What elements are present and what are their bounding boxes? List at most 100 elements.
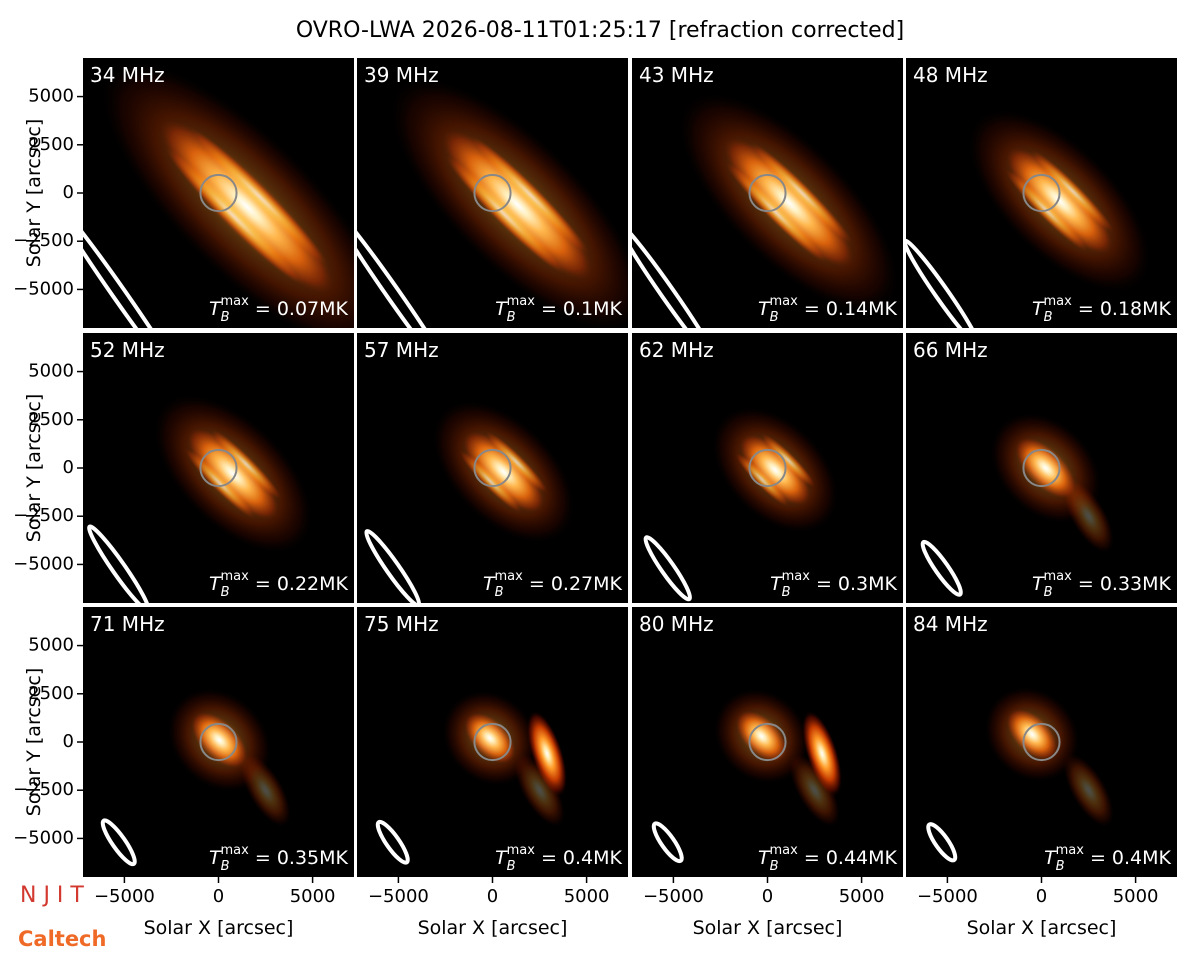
y-tick-label: 0 bbox=[63, 182, 74, 203]
x-tick-label: 5000 bbox=[839, 886, 885, 907]
tmax-symbol: T bbox=[495, 298, 508, 320]
tmax-symbol: T bbox=[758, 298, 771, 320]
x-tick-label: 0 bbox=[487, 886, 498, 907]
tmax-sup: max bbox=[221, 843, 250, 858]
tmax-text: = 0.18MK bbox=[1072, 298, 1172, 320]
tmax-sup: max bbox=[507, 294, 536, 309]
emission bbox=[735, 710, 788, 763]
emission bbox=[1030, 149, 1115, 233]
tmax-symbol: T bbox=[1032, 573, 1045, 595]
tmax-sup: max bbox=[221, 569, 250, 584]
panel bbox=[83, 607, 354, 877]
emission bbox=[440, 127, 595, 282]
y-axis-label: Solar Y [arcsec] bbox=[23, 394, 45, 542]
tmax-label: TBmax = 0.07MK bbox=[209, 294, 349, 325]
frequency-label: 71 MHz bbox=[90, 612, 165, 636]
x-tick-label: 0 bbox=[762, 886, 773, 907]
y-axis-label: Solar Y [arcsec] bbox=[23, 668, 45, 816]
frequency-label: 80 MHz bbox=[639, 612, 714, 636]
emission bbox=[163, 146, 304, 286]
panel bbox=[906, 333, 1177, 603]
solar-disk bbox=[473, 173, 512, 213]
emission bbox=[463, 712, 517, 765]
emission bbox=[513, 753, 566, 828]
emission bbox=[750, 141, 854, 245]
tmax-label: TBmax = 0.14MK bbox=[758, 294, 898, 325]
y-tick-label: −2500 bbox=[13, 505, 74, 526]
tmax-label: TBmax = 0.18MK bbox=[1032, 294, 1172, 325]
tmax-sub: B bbox=[221, 310, 230, 325]
tmax-text: = 0.27MK bbox=[523, 573, 623, 595]
emission bbox=[462, 430, 546, 514]
tmax-text: = 0.44MK bbox=[798, 847, 898, 869]
tmax-label: TBmax = 0.44MK bbox=[758, 843, 898, 874]
solar-disk bbox=[748, 173, 787, 213]
solar-disk bbox=[199, 722, 238, 762]
solar-disk bbox=[1022, 173, 1061, 213]
solar-disk bbox=[199, 173, 238, 213]
y-axis-label: Solar Y [arcsec] bbox=[23, 119, 45, 267]
tmax-label: TBmax = 0.22MK bbox=[209, 569, 349, 600]
solar-disk bbox=[473, 722, 512, 762]
beam bbox=[87, 524, 151, 603]
tmax-symbol: T bbox=[209, 298, 222, 320]
tmax-symbol: T bbox=[770, 573, 783, 595]
beam bbox=[926, 822, 958, 863]
emission bbox=[761, 433, 816, 488]
emission bbox=[470, 134, 591, 255]
x-tick-label: 0 bbox=[213, 886, 224, 907]
tmax-text: = 0.14MK bbox=[798, 298, 898, 320]
y-tick-label: −2500 bbox=[13, 779, 74, 800]
solar-disk bbox=[748, 722, 787, 762]
beam bbox=[100, 818, 137, 867]
frequency-label: 39 MHz bbox=[364, 63, 439, 87]
tmax-sup: max bbox=[770, 294, 799, 309]
x-tick-label: −5000 bbox=[917, 886, 978, 907]
frequency-label: 75 MHz bbox=[364, 612, 439, 636]
panel bbox=[357, 333, 628, 603]
x-axis-label: Solar X [arcsec] bbox=[693, 917, 843, 939]
emission bbox=[1062, 479, 1115, 554]
tmax-sub: B bbox=[770, 310, 779, 325]
x-tick-label: 5000 bbox=[1113, 886, 1159, 907]
x-tick-label: −5000 bbox=[368, 886, 429, 907]
beam bbox=[920, 539, 963, 597]
tmax-sup: max bbox=[1044, 569, 1073, 584]
tmax-symbol: T bbox=[209, 573, 222, 595]
tmax-label: TBmax = 0.33MK bbox=[1032, 569, 1172, 600]
tmax-sub: B bbox=[507, 310, 516, 325]
tmax-symbol: T bbox=[495, 847, 508, 869]
panel bbox=[632, 333, 903, 603]
emission bbox=[788, 753, 841, 828]
x-tick-label: 5000 bbox=[564, 886, 610, 907]
emission bbox=[801, 710, 843, 797]
emission bbox=[734, 452, 790, 507]
y-tick-label: 2500 bbox=[28, 683, 74, 704]
emission bbox=[190, 711, 249, 769]
emission bbox=[186, 427, 280, 521]
tmax-text: = 0.1MK bbox=[535, 298, 623, 320]
emission bbox=[1014, 436, 1077, 500]
tmax-symbol: T bbox=[758, 847, 771, 869]
emission bbox=[1006, 708, 1059, 761]
tmax-label: TBmax = 0.35MK bbox=[209, 843, 349, 874]
tmax-text: = 0.35MK bbox=[249, 847, 349, 869]
emission bbox=[210, 428, 282, 500]
frequency-label: 34 MHz bbox=[90, 63, 165, 87]
x-tick-label: 5000 bbox=[290, 886, 336, 907]
beam bbox=[643, 535, 692, 602]
logo-caltech: Caltech bbox=[18, 927, 106, 951]
panel bbox=[83, 58, 354, 328]
frequency-label: 43 MHz bbox=[639, 63, 714, 87]
y-tick-label: −5000 bbox=[13, 278, 74, 299]
emission bbox=[184, 447, 256, 519]
beam bbox=[83, 198, 186, 328]
y-tick-label: 2500 bbox=[28, 409, 74, 430]
tmax-label: TBmax = 0.1MK bbox=[495, 294, 622, 325]
frequency-label: 57 MHz bbox=[364, 338, 439, 362]
tmax-label: TBmax = 0.3MK bbox=[770, 569, 897, 600]
tmax-sub: B bbox=[1044, 585, 1053, 600]
panel bbox=[632, 607, 903, 877]
beam bbox=[375, 819, 410, 865]
beam bbox=[357, 204, 456, 328]
